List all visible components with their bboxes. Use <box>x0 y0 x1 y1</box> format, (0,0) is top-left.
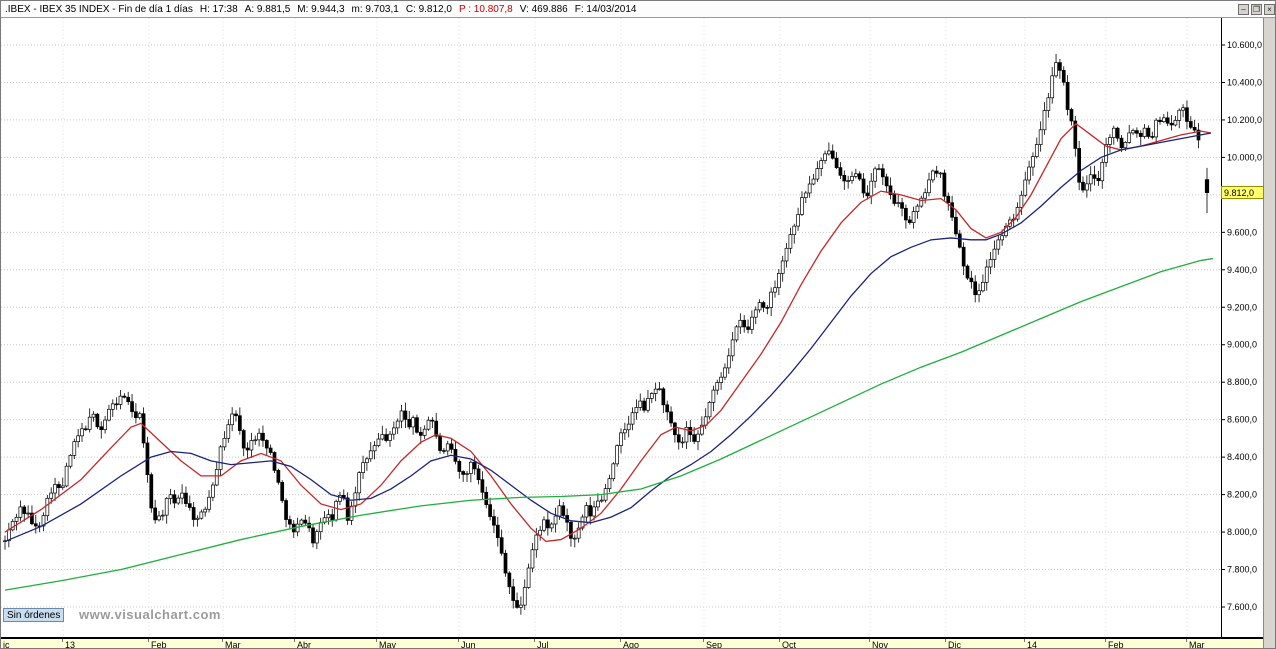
title-segment: A: 9.881,5 <box>244 3 291 15</box>
time-axis-tick <box>1105 639 1106 642</box>
time-axis-tick <box>376 639 377 642</box>
price-tick-label: 8.600,0 <box>1227 415 1257 425</box>
time-axis-label: Dic <box>948 640 961 649</box>
no-orders-badge[interactable]: Sin órdenes <box>3 608 65 622</box>
price-tick-label: 8.200,0 <box>1227 490 1257 500</box>
title-segment: F: 14/03/2014 <box>574 3 637 15</box>
time-axis-tick <box>620 639 621 642</box>
time-axis-tick <box>1186 639 1187 642</box>
time-axis-tick <box>779 639 780 642</box>
restore-button[interactable]: ❐ <box>1251 3 1262 15</box>
time-axis-label: Ago <box>623 640 640 649</box>
time-axis-label: Nov <box>872 640 889 649</box>
restore-icon: ❐ <box>1252 4 1261 14</box>
time-axis-label: Jun <box>461 640 476 649</box>
price-tick-label: 9.200,0 <box>1227 302 1257 312</box>
time-axis-tick <box>294 639 295 642</box>
time-axis-tick <box>703 639 704 642</box>
price-tick-label: 8.000,0 <box>1227 527 1257 537</box>
candles-group <box>3 53 1210 615</box>
time-axis-tick <box>1024 639 1025 642</box>
price-tick-label: 9.600,0 <box>1227 227 1257 237</box>
close-button[interactable]: × <box>1264 3 1275 15</box>
price-tick-label: 7.600,0 <box>1227 602 1257 612</box>
medium-ma-line <box>4 132 1212 543</box>
time-axis[interactable]: ic 13 Feb Mar Abr May Jun Jul Ago Sep Oct Nov Dic 14 F… <box>0 638 1263 649</box>
chart-title-quote-line: .IBEX - IBEX 35 INDEX - Fin de día 1 día… <box>5 4 1238 15</box>
time-axis-tick <box>222 639 223 642</box>
time-axis-tick <box>62 639 63 642</box>
time-axis-tick <box>0 639 1 642</box>
slow-ma-line <box>4 257 1214 591</box>
title-segment: .IBEX - IBEX 35 INDEX - Fin de día 1 día… <box>5 3 193 15</box>
plot-area[interactable] <box>3 53 1214 615</box>
title-segment: M: 9.944,3 <box>297 3 345 15</box>
title-segment: V: 469.886 <box>519 3 568 15</box>
close-icon: × <box>1267 4 1272 14</box>
price-tick-label: 7.800,0 <box>1227 565 1257 575</box>
time-axis-label: Sep <box>706 640 723 649</box>
title-segment: H: 17:38 <box>199 3 238 15</box>
title-segment: P : 10.807,8 <box>458 3 513 15</box>
time-axis-tick <box>148 639 149 642</box>
time-axis-label: Feb <box>1108 640 1124 649</box>
title-segment: C: 9.812,0 <box>405 3 452 15</box>
right-scroll-strip[interactable] <box>1263 18 1275 648</box>
minimize-icon: – <box>1241 4 1246 14</box>
chart-window-titlebar[interactable]: .IBEX - IBEX 35 INDEX - Fin de día 1 día… <box>1 1 1275 18</box>
price-tick-label: 10.400,0 <box>1227 77 1262 87</box>
last-price-tag: 9.812,0 <box>1221 186 1264 200</box>
time-axis-label: Abr <box>297 640 312 649</box>
price-tick-label: 8.400,0 <box>1227 452 1257 462</box>
title-segment: m: 9.703,1 <box>351 3 399 15</box>
time-axis-label: Mar <box>225 640 241 649</box>
time-axis-tick <box>945 639 946 642</box>
price-tick-label: 10.200,0 <box>1227 115 1262 125</box>
time-axis-label: 13 <box>65 640 76 649</box>
grid <box>1 18 1221 637</box>
price-tick-label: 9.000,0 <box>1227 340 1257 350</box>
time-axis-label: May <box>379 640 397 649</box>
time-axis-label: Jul <box>537 640 549 649</box>
price-tick-label: 8.800,0 <box>1227 377 1257 387</box>
minimize-button[interactable]: – <box>1238 3 1249 15</box>
price-tick-label: 9.400,0 <box>1227 265 1257 275</box>
price-tick-label: 10.600,0 <box>1227 40 1262 50</box>
time-axis-label: 14 <box>1027 640 1038 649</box>
time-axis-tick <box>534 639 535 642</box>
price-tick-label: 10.000,0 <box>1227 152 1262 162</box>
time-axis-tick <box>458 639 459 642</box>
fast-ma-line <box>4 122 1212 543</box>
time-axis-label: Oct <box>782 640 797 649</box>
visualchart-watermark: www.visualchart.com <box>79 607 221 622</box>
time-axis-label: Mar <box>1189 640 1205 649</box>
time-axis-label: Feb <box>151 640 167 649</box>
price-axis[interactable]: 10.600,010.400,010.200,010.000,09.800,09… <box>1 18 1263 638</box>
window-buttons: – ❐ × <box>1238 3 1275 15</box>
time-axis-label: ic <box>3 640 10 649</box>
time-axis-tick <box>869 639 870 642</box>
